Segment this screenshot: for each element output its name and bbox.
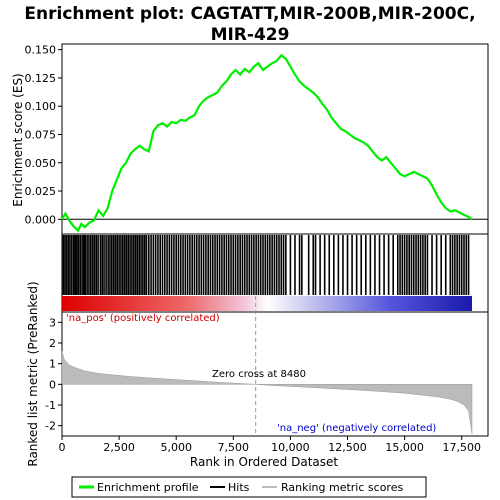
metric-panel-axis: -2 -1 0 1 2 3 <box>45 316 62 433</box>
es-y-tick-label: 0.000 <box>25 213 57 226</box>
x-tick-label: 0 <box>59 441 66 454</box>
es-panel-axis: 0.000 0.025 0.050 0.075 0.100 0.125 0.150 <box>25 44 488 226</box>
x-tick-label: 15,000 <box>385 441 424 454</box>
es-y-tick-label: 0.150 <box>25 44 57 57</box>
metric-y-tick-label: -1 <box>45 399 56 412</box>
chart-title-line2: MIR-429 <box>211 25 290 45</box>
pos-correlation-label: 'na_pos' (positively correlated) <box>66 313 220 324</box>
legend-enrichment-label: Enrichment profile <box>97 481 199 494</box>
metric-y-tick-label: 2 <box>49 337 56 350</box>
es-axis-label: Enrichment score (ES) <box>11 73 25 206</box>
es-panel-frame <box>61 43 489 235</box>
metric-area <box>61 351 473 434</box>
zero-cross-label: Zero cross at 8480 <box>212 369 306 380</box>
x-tick-label: 10,000 <box>271 441 310 454</box>
x-tick-label: 5,000 <box>160 441 192 454</box>
es-y-tick-label: 0.050 <box>25 157 57 170</box>
metric-panel-frame <box>61 311 489 437</box>
hits-barcode <box>62 235 470 295</box>
x-axis: 0 2,500 5,000 7,500 10,000 12,500 15,000 17,500 <box>59 436 481 454</box>
metric-y-tick-label: 1 <box>49 358 56 371</box>
legend-metric-label: Ranking metric scores <box>281 481 403 494</box>
es-y-tick-label: 0.025 <box>25 185 57 198</box>
legend-hits-label: Hits <box>228 481 250 494</box>
es-y-tick-label: 0.075 <box>25 128 57 141</box>
es-y-tick-label: 0.125 <box>25 72 57 85</box>
metric-y-tick-label: 0 <box>49 378 56 391</box>
metric-y-tick-label: 3 <box>49 316 56 329</box>
x-tick-label: 17,500 <box>442 441 481 454</box>
x-tick-label: 2,500 <box>103 441 135 454</box>
metric-y-tick-label: -2 <box>45 420 56 433</box>
x-tick-label: 12,500 <box>328 441 367 454</box>
metric-axis-label: Ranked list metric (PreRanked) <box>26 281 40 466</box>
es-y-tick-label: 0.100 <box>25 100 57 113</box>
chart-title-line1: Enrichment plot: CAGTATT,MIR-200B,MIR-20… <box>24 4 475 24</box>
legend-box <box>71 476 427 498</box>
neg-correlation-label: 'na_neg' (negatively correlated) <box>277 423 436 434</box>
es-series-line <box>61 53 473 233</box>
ranking-metric-area <box>61 296 473 436</box>
x-axis-label: Rank in Ordered Dataset <box>190 455 338 469</box>
enrichment-profile-line <box>61 53 473 233</box>
rank-color-bar <box>62 296 472 311</box>
x-tick-label: 7,500 <box>218 441 250 454</box>
